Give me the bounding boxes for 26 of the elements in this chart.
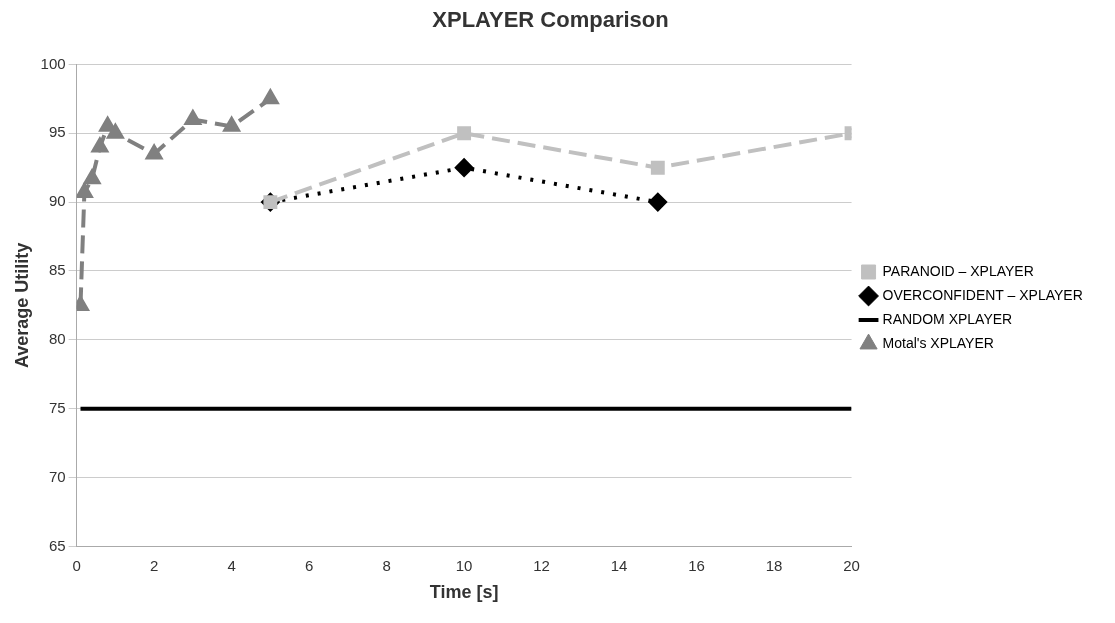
x-tick-label: 0: [72, 556, 81, 574]
x-tick-label: 20: [843, 556, 860, 574]
y-axis-title: Average Utility: [11, 242, 32, 369]
x-tick-label: 2: [149, 556, 159, 574]
x-axis-title: Time [s]: [429, 582, 499, 603]
x-tick-label: 10: [455, 556, 473, 574]
y-tick-label: 85: [48, 261, 66, 279]
y-tick-label: 75: [48, 398, 66, 416]
x-tick-label: 18: [765, 556, 783, 574]
legend-label: RANDOM XPLAYER: [882, 310, 1013, 327]
x-tick-label: 12: [533, 556, 550, 574]
x-tick-label: 4: [227, 556, 236, 574]
legend-label: OVERCONFIDENT – XPLAYER: [882, 286, 1083, 303]
y-tick-label: 100: [40, 54, 66, 72]
y-tick-label: 95: [48, 123, 66, 141]
x-tick-label: 8: [382, 556, 391, 574]
legend-label: PARANOID – XPLAYER: [882, 262, 1034, 279]
x-tick-label: 6: [304, 556, 314, 574]
y-tick-label: 80: [48, 329, 66, 347]
legend-label: Motal's XPLAYER: [882, 334, 994, 351]
y-tick-label: 70: [48, 467, 66, 485]
x-tick-label: 14: [610, 556, 628, 574]
y-tick-label: 90: [48, 192, 66, 210]
x-tick-label: 16: [688, 556, 705, 574]
y-tick-label: 65: [48, 536, 66, 554]
chart-title: XPLAYER Comparison: [432, 7, 669, 33]
